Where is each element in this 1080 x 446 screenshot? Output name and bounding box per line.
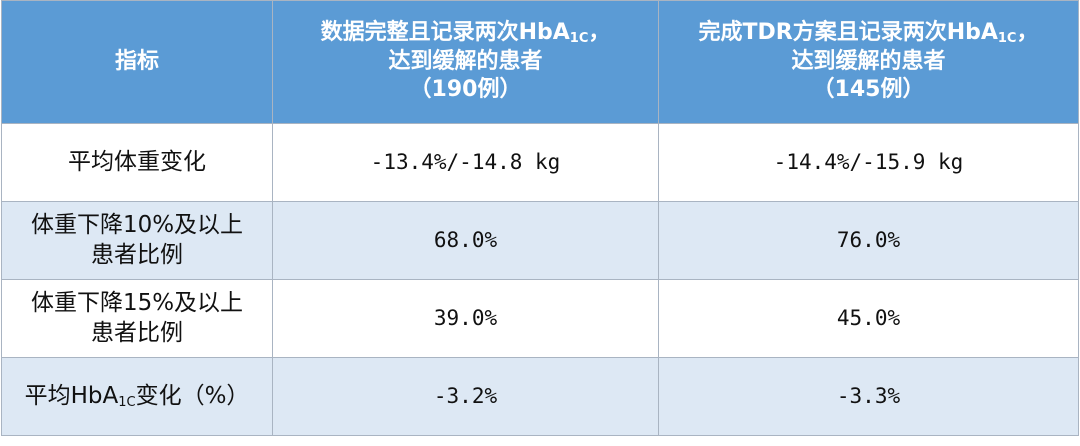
cell-line: 76.0% [659, 227, 1078, 254]
cell-line: 达到缓解的患者 [273, 48, 658, 77]
cell-line: -13.4%/-14.8 kg [273, 149, 658, 176]
data-table: 指标 数据完整且记录两次HbA1C， 达到缓解的患者 （190例） 完成TDR方案且记录… [1, 0, 1079, 436]
cell-text: ， [588, 19, 611, 45]
value-cell: 39.0% [272, 279, 659, 358]
cell-text: 数据完整且记录两次HbA [320, 19, 570, 45]
cell-text: 达到缓解的患者 [791, 48, 946, 74]
row-label: 体重下降15%及以上 患者比例 [1, 279, 273, 358]
subscript: 1C [569, 30, 589, 46]
cell-text: 76.0% [836, 227, 901, 252]
cell-text: （145例） [812, 77, 925, 103]
header-cell: 数据完整且记录两次HbA1C， 达到缓解的患者 （190例） [272, 0, 659, 124]
cell-line: 平均HbA1C变化（%） [2, 382, 272, 412]
cell-text: -3.2% [433, 383, 498, 408]
value-cell: 76.0% [658, 201, 1079, 280]
row-label: 体重下降10%及以上 患者比例 [1, 201, 273, 280]
table-body: 平均体重变化 -13.4%/-14.8 kg -14.4%/-15.9 kg 体重下降… [1, 123, 1079, 436]
header-cell: 完成TDR方案且记录两次HbA1C， 达到缓解的患者 （145例） [658, 0, 1079, 124]
cell-text: 体重下降15%及以上 [30, 289, 244, 316]
cell-text: 指标 [114, 48, 159, 74]
cell-line: 患者比例 [2, 319, 272, 349]
cell-line: 45.0% [659, 305, 1078, 332]
cell-text: 体重下降10%及以上 [30, 211, 244, 238]
cell-line: 完成TDR方案且记录两次HbA1C， [659, 19, 1078, 48]
cell-text: 完成TDR方案且记录两次HbA [698, 19, 998, 45]
cell-line: 39.0% [273, 305, 658, 332]
subscript: 1C [118, 394, 136, 410]
cell-text: -3.3% [836, 383, 901, 408]
cell-line: 68.0% [273, 227, 658, 254]
cell-text: -13.4%/-14.8 kg [370, 149, 561, 174]
cell-line: 平均体重变化 [2, 148, 272, 178]
value-cell: 45.0% [658, 279, 1079, 358]
value-cell: -13.4%/-14.8 kg [272, 123, 659, 202]
cell-text: 45.0% [836, 305, 901, 330]
cell-text: 达到缓解的患者 [388, 48, 543, 74]
cell-text: 患者比例 [91, 241, 183, 268]
cell-line: 患者比例 [2, 241, 272, 271]
cell-line: -14.4%/-15.9 kg [659, 149, 1078, 176]
cell-line: 指标 [2, 48, 272, 77]
cell-line: （145例） [659, 76, 1078, 105]
value-cell: -3.3% [658, 357, 1079, 436]
cell-line: -3.2% [273, 383, 658, 410]
value-cell: -3.2% [272, 357, 659, 436]
value-cell: 68.0% [272, 201, 659, 280]
cell-line: 体重下降10%及以上 [2, 211, 272, 241]
header-row: 指标 数据完整且记录两次HbA1C， 达到缓解的患者 （190例） 完成TDR方案且记录… [1, 0, 1079, 124]
value-cell: -14.4%/-15.9 kg [658, 123, 1079, 202]
table-row: 体重下降10%及以上 患者比例 68.0% 76.0% [1, 201, 1079, 280]
cell-line: （190例） [273, 76, 658, 105]
table-row: 平均体重变化 -13.4%/-14.8 kg -14.4%/-15.9 kg [1, 123, 1079, 202]
cell-line: 体重下降15%及以上 [2, 289, 272, 319]
cell-text: -14.4%/-15.9 kg [773, 149, 964, 174]
cell-text: 变化（%） [135, 382, 250, 409]
cell-line: 数据完整且记录两次HbA1C， [273, 19, 658, 48]
header-cell: 指标 [1, 0, 273, 124]
row-label: 平均HbA1C变化（%） [1, 357, 273, 436]
table-row: 体重下降15%及以上 患者比例 39.0% 45.0% [1, 279, 1079, 358]
cell-line: -3.3% [659, 383, 1078, 410]
cell-text: ， [1016, 19, 1039, 45]
subscript: 1C [997, 30, 1017, 46]
table-row: 平均HbA1C变化（%） -3.2% -3.3% [1, 357, 1079, 436]
cell-line: 达到缓解的患者 [659, 48, 1078, 77]
row-label: 平均体重变化 [1, 123, 273, 202]
cell-text: 平均体重变化 [68, 148, 206, 175]
cell-text: 68.0% [433, 227, 498, 252]
cell-text: 平均HbA [24, 382, 119, 409]
cell-text: （190例） [409, 77, 522, 103]
cell-text: 39.0% [433, 305, 498, 330]
cell-text: 患者比例 [91, 319, 183, 346]
